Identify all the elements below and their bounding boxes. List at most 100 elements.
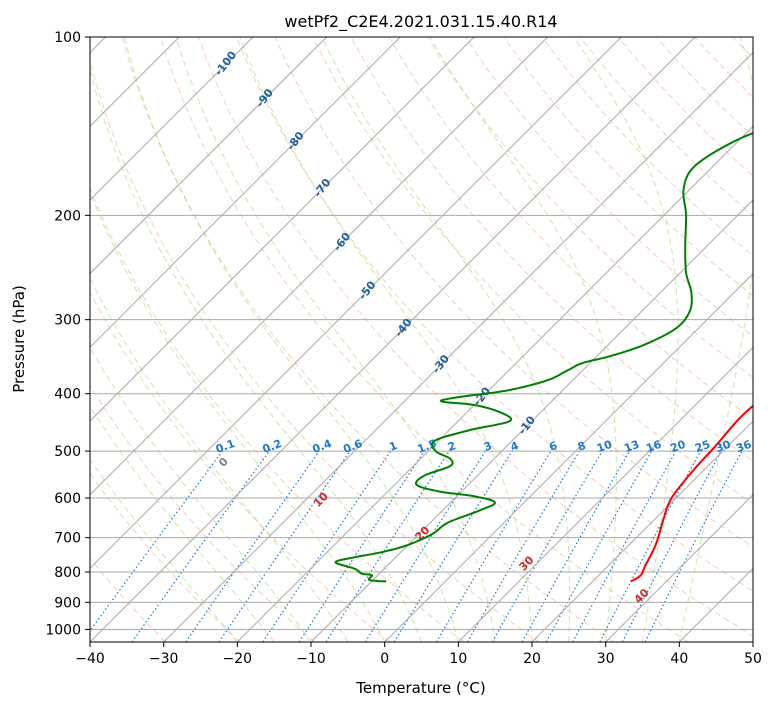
moist-adiabat-line xyxy=(90,405,275,642)
y-tick-label: 200 xyxy=(54,208,81,224)
isotherm-line xyxy=(605,493,753,642)
isotherm-line xyxy=(90,37,696,642)
x-tick-label: 50 xyxy=(744,651,762,667)
isotherm-line xyxy=(752,641,753,642)
dry-adiabat-line xyxy=(312,37,753,505)
dry-adiabat-line xyxy=(159,37,689,642)
dry-adiabat-line xyxy=(90,291,390,642)
mixing-ratio-label: 16 xyxy=(644,438,663,456)
moist-adiabat-line xyxy=(573,37,679,642)
mixing-ratio-line xyxy=(621,448,723,642)
mixing-ratio-label: 36 xyxy=(734,438,753,456)
moist-adiabat-line xyxy=(90,190,386,642)
x-tick-label: 20 xyxy=(523,651,541,667)
dry-adiabat-line xyxy=(771,37,775,642)
isotherm-line xyxy=(531,420,753,642)
mixing-ratio-label: 8 xyxy=(576,439,588,454)
mixing-ratio-label: 6 xyxy=(547,439,559,454)
moist-adiabat-line xyxy=(678,37,753,642)
x-tick-label: 10 xyxy=(449,651,467,667)
x-tick-label: 30 xyxy=(597,651,615,667)
y-tick-label: 400 xyxy=(54,387,81,403)
dry-adiabat-line xyxy=(90,59,540,642)
isotherm-line xyxy=(90,37,254,201)
y-tick-label: 900 xyxy=(54,595,81,611)
dewpoint-profile-line xyxy=(334,132,753,583)
dry-adiabat-line xyxy=(90,186,465,642)
axis-ticks: −40 −30 −20 −10 0 10 20 30 40 5010020030040050060… xyxy=(45,30,762,667)
y-tick-label: 700 xyxy=(54,531,81,547)
plot-background xyxy=(90,37,753,642)
mixing-ratio-line xyxy=(262,448,393,642)
x-tick-label: −10 xyxy=(296,651,326,667)
mixing-ratio-line xyxy=(185,448,322,642)
mixing-ratio-label: 4 xyxy=(509,439,521,454)
moist-adiabat-line xyxy=(90,67,422,642)
moist-adiabat-line xyxy=(429,37,617,642)
y-tick-label: 100 xyxy=(54,30,81,46)
mixing-ratio-label: 1 xyxy=(388,439,400,454)
dry-adiabat-line xyxy=(236,37,753,592)
dry-adiabat-line xyxy=(426,37,753,379)
mixing-ratio-label: 0.4 xyxy=(311,437,334,456)
mixing-ratio-line xyxy=(572,448,678,642)
mixing-ratio-label: 13 xyxy=(622,438,641,455)
profile-series xyxy=(334,132,753,583)
isotherm-line xyxy=(457,346,753,642)
mixing-ratio-line xyxy=(364,448,488,642)
temperature-profile-line xyxy=(630,404,753,583)
isotherm-line xyxy=(163,51,753,642)
mixing-ratio-label: 10 xyxy=(595,438,614,456)
mixing-ratio-line xyxy=(491,448,605,642)
moist-adiabat-line xyxy=(124,37,459,642)
x-tick-label: −20 xyxy=(223,651,253,667)
mixing-ratio-label: 25 xyxy=(693,438,712,455)
dry-adiabat-line xyxy=(388,37,753,420)
isotherm-line xyxy=(90,37,548,496)
isotherm-line xyxy=(90,37,475,422)
mixing-ratio-label: 20 xyxy=(669,438,688,456)
mixing-ratio-label: 0.6 xyxy=(341,437,364,456)
dry-adiabat-line xyxy=(90,472,241,642)
mixing-ratio-label: 0.1 xyxy=(214,437,237,456)
isotherm-line xyxy=(90,37,622,570)
y-tick-label: 300 xyxy=(54,313,81,329)
dry-adiabat-line xyxy=(350,37,753,462)
y-tick-label: 1000 xyxy=(45,622,81,638)
x-axis-title: Temperature (°C) xyxy=(355,679,485,697)
mixing-ratio-line xyxy=(298,448,427,642)
moist-adiabat-line xyxy=(239,37,533,642)
mixing-ratio-label: 2 xyxy=(446,439,458,454)
isotherm-line xyxy=(310,199,753,642)
dry-adiabat-line xyxy=(465,37,753,338)
dry-adiabat-line xyxy=(503,37,753,297)
mixing-ratio-line xyxy=(90,448,225,632)
moist-adiabat-line xyxy=(321,37,571,642)
mixing-ratio-line xyxy=(325,448,452,642)
dry-adiabat-line xyxy=(90,384,316,642)
x-tick-label: −30 xyxy=(149,651,179,667)
x-tick-label: −40 xyxy=(75,651,105,667)
mixing-ratio-line xyxy=(131,448,272,642)
y-tick-label: 500 xyxy=(54,444,81,460)
background-lines xyxy=(90,37,775,642)
x-tick-label: 0 xyxy=(380,651,389,667)
dry-adiabat-line xyxy=(274,37,753,548)
mixing-ratio-line xyxy=(393,448,515,642)
y-tick-label: 600 xyxy=(54,491,81,507)
isotherm-line xyxy=(90,37,327,275)
isotherm-line xyxy=(90,37,401,349)
y-axis-title: Pressure (hPa) xyxy=(10,285,28,393)
isotherm-line xyxy=(384,272,753,642)
mixing-ratio-label: 3 xyxy=(482,439,494,454)
mixing-ratio-line xyxy=(218,448,353,642)
mixing-ratio-line xyxy=(599,448,703,642)
chart-title: wetPf2_C2E4.2021.031.15.40.R14 xyxy=(284,12,557,32)
moist-adiabat-line xyxy=(175,37,496,642)
y-tick-label: 800 xyxy=(54,565,81,581)
x-tick-label: 40 xyxy=(670,651,688,667)
moist-adiabat-line xyxy=(90,458,238,642)
moist-adiabat-line xyxy=(90,277,349,642)
dry-adiabat-line xyxy=(121,37,614,642)
